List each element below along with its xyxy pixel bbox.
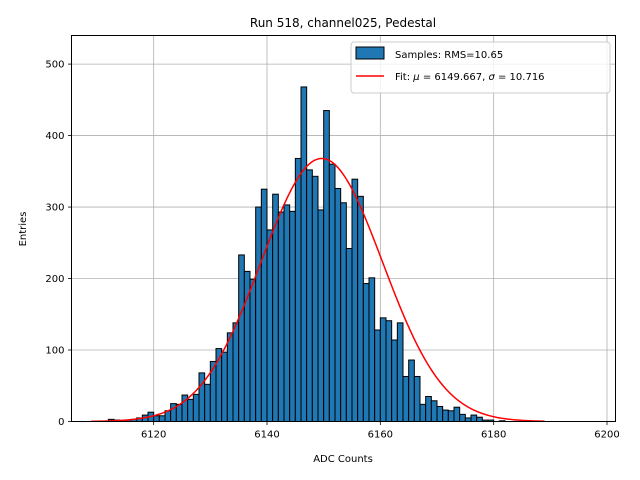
histogram-bar [306, 169, 313, 422]
fit-curve [91, 157, 545, 423]
legend-box [350, 41, 611, 94]
histogram-bar [430, 400, 438, 422]
histogram-bar [260, 188, 268, 422]
x-tick-label: 6140 [254, 430, 279, 441]
histogram-bar [345, 248, 353, 422]
histogram-bar [300, 86, 308, 422]
histogram-bar [368, 277, 376, 423]
x-tick-label: 6120 [141, 430, 166, 441]
histogram-bar [425, 395, 432, 422]
histogram-bar [413, 375, 421, 423]
histogram-bar [328, 163, 336, 423]
histogram-bar [294, 157, 302, 422]
histogram-bar [187, 398, 194, 422]
histogram-bar [238, 254, 245, 422]
x-tick-label: 6180 [481, 430, 506, 441]
histogram-bar [385, 320, 393, 423]
histogram-bar [476, 416, 483, 423]
histogram-bar [232, 322, 240, 423]
x-axis-ticks: 6120 6140 6160 6180 6200 [141, 421, 620, 441]
chart-title: Run 518, channel025, Pedestal [250, 16, 436, 30]
y-tick-label: 300 [45, 203, 64, 214]
histogram-bar [453, 406, 461, 423]
histogram-bar [447, 410, 455, 422]
histogram-bar [153, 415, 160, 423]
histogram-bar [362, 283, 370, 422]
histogram-bar [351, 178, 359, 422]
x-tick-label: 6160 [368, 430, 393, 441]
y-axis-ticks: 0 100 200 300 400 500 [45, 60, 72, 428]
y-tick-label: 400 [45, 131, 64, 142]
histogram-bar [340, 202, 347, 422]
histogram-bar [391, 339, 398, 422]
histogram-bar [402, 375, 410, 423]
legend-fit-label: Fit: μ = 6149.667, σ = 10.716 [395, 72, 545, 83]
legend: Samples: RMS=10.65 Fit: μ = 6149.667, σ … [350, 41, 611, 94]
histogram-bar [374, 329, 381, 422]
histogram-bar [192, 393, 200, 422]
histogram-bar [357, 195, 364, 422]
histogram-bar [464, 417, 472, 423]
plot-frame [71, 35, 616, 422]
histogram-bar [289, 210, 296, 422]
histogram-bar [277, 211, 285, 422]
histogram-bars [107, 86, 506, 423]
fit-curve-group [91, 157, 545, 423]
histogram-bar [266, 229, 274, 422]
legend-bars-label: Samples: RMS=10.65 [395, 50, 503, 61]
histogram-bar [311, 175, 319, 422]
histogram-bar [317, 209, 325, 422]
histogram-bar [379, 317, 387, 422]
histogram-bar [459, 413, 466, 422]
histogram-bar [249, 278, 257, 423]
histogram-bar [283, 204, 291, 422]
histogram-bar [408, 359, 415, 423]
y-axis-label: Entries [18, 212, 29, 247]
y-tick-label: 100 [45, 346, 64, 357]
legend-bars-swatch [355, 46, 385, 60]
histogram-bar [442, 409, 449, 422]
histogram-bar [334, 187, 342, 422]
y-tick-label: 500 [45, 60, 64, 71]
x-axis-label: ADC Counts [313, 454, 373, 465]
histogram-bar [323, 110, 330, 423]
y-tick-label: 0 [58, 417, 64, 428]
y-tick-label: 200 [45, 274, 64, 285]
histogram-bar [226, 332, 234, 423]
histogram-bar [436, 405, 444, 423]
histogram-bar [396, 322, 404, 423]
histogram-bar [419, 403, 427, 423]
histogram-bar [204, 383, 211, 422]
histogram-bar [255, 206, 262, 422]
histogram-bar [221, 351, 228, 422]
histogram-bar [470, 414, 478, 423]
x-tick-label: 6200 [594, 430, 619, 441]
histogram-bar [158, 415, 166, 423]
histogram-bar [198, 372, 206, 422]
